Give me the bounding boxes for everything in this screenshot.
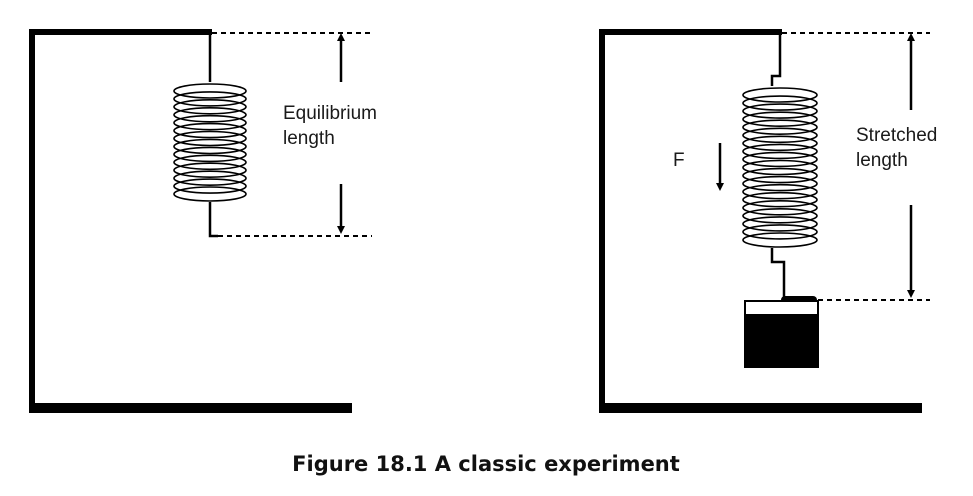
coil-loop bbox=[173, 83, 247, 99]
coil-loop bbox=[173, 122, 247, 139]
coil-loop bbox=[742, 175, 818, 192]
coil-loop bbox=[742, 167, 818, 184]
coil-loop bbox=[173, 114, 247, 131]
coil-loop bbox=[742, 127, 818, 144]
coil-loop bbox=[742, 95, 818, 111]
coil-loop bbox=[173, 91, 247, 107]
coil-loop bbox=[742, 143, 818, 160]
coil-loop bbox=[173, 186, 247, 202]
equilibrium-label-line2: length bbox=[283, 128, 335, 149]
coil-loop bbox=[173, 162, 247, 178]
coil-loop bbox=[742, 87, 818, 103]
coil-loop bbox=[742, 135, 818, 152]
left-bottom-wire bbox=[208, 202, 218, 238]
coil-loop bbox=[173, 170, 247, 186]
coil-loop bbox=[742, 183, 818, 200]
coil-loop bbox=[742, 224, 818, 240]
stretched-label-line1: Stretched bbox=[856, 125, 937, 146]
coil-loop bbox=[173, 99, 247, 115]
coil-loop bbox=[742, 216, 818, 232]
right-top-wire bbox=[770, 33, 782, 86]
right-stand-frame bbox=[599, 29, 922, 413]
coil-loop bbox=[173, 146, 247, 163]
coil-loop bbox=[742, 119, 818, 135]
hanging-mass bbox=[744, 300, 819, 368]
coil-loop bbox=[742, 111, 818, 127]
right-spring-coil bbox=[742, 87, 818, 248]
coil-loop bbox=[742, 208, 818, 224]
coil-loop bbox=[173, 130, 247, 147]
left-spring-coil bbox=[173, 83, 247, 202]
left-panel: Equilibrium length bbox=[29, 29, 377, 413]
right-bottom-wire bbox=[770, 248, 786, 300]
coil-loop bbox=[173, 154, 247, 171]
coil-loop bbox=[742, 191, 818, 208]
coil-loop bbox=[742, 232, 818, 248]
stretched-label-line2: length bbox=[856, 150, 908, 171]
coil-loop bbox=[742, 200, 818, 216]
right-panel: F Stretched length bbox=[599, 29, 937, 413]
coil-loop bbox=[742, 103, 818, 119]
coil-loop bbox=[742, 151, 818, 168]
left-stand-frame bbox=[29, 29, 352, 413]
coil-loop bbox=[173, 138, 247, 155]
equilibrium-label-line1: Equilibrium bbox=[283, 103, 377, 124]
coil-loop bbox=[742, 159, 818, 176]
coil-loop bbox=[173, 107, 247, 123]
coil-loop bbox=[173, 178, 247, 194]
force-label: F bbox=[673, 150, 685, 171]
figure-caption: Figure 18.1 A classic experiment bbox=[292, 452, 680, 476]
